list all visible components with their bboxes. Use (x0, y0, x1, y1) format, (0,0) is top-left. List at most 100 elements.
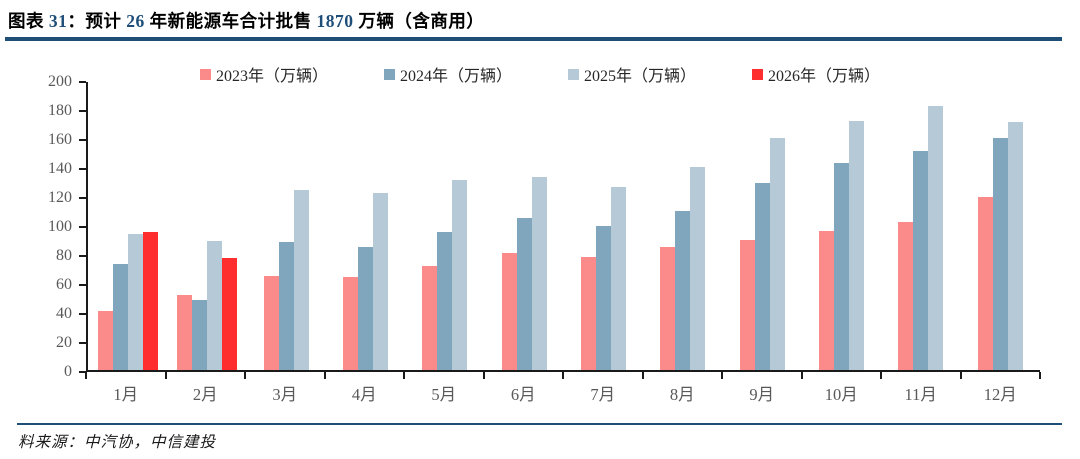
legend-item-2026年: 2026年（万辆） (752, 62, 880, 86)
bar-1月-2023年 (97, 310, 113, 370)
bar-group-8月 (643, 82, 722, 370)
y-axis-tick (79, 81, 86, 83)
bar-1月-2024年 (112, 264, 128, 370)
bar-4月-2025年 (373, 193, 389, 370)
bar-6月-2023年 (501, 252, 517, 370)
legend-swatch-icon (383, 68, 395, 80)
y-axis-tick-label: 100 (48, 218, 72, 235)
bar-8月-2025年 (690, 167, 706, 370)
bar-3月-2025年 (293, 190, 309, 370)
x-axis-tick (482, 372, 485, 379)
bar-group-10月 (802, 82, 881, 370)
bar-4月-2023年 (343, 277, 359, 370)
bar-2月-2024年 (191, 300, 207, 370)
title-segment: 图表 (8, 11, 49, 31)
x-axis-tick (562, 372, 564, 379)
y-axis-tick-label: 160 (48, 131, 72, 148)
y-axis-tick (79, 284, 86, 286)
bar-group-9月 (723, 82, 802, 370)
bar-3月-2023年 (263, 275, 279, 370)
y-axis-tick (79, 226, 86, 228)
x-axis-label-7月: 7月 (590, 385, 616, 404)
bar-6月-2024年 (516, 217, 532, 370)
x-axis-tick (959, 372, 962, 379)
bar-12月-2023年 (977, 197, 993, 370)
x-axis-label-4月: 4月 (351, 385, 377, 404)
x-axis-label-10月: 10月 (824, 385, 858, 404)
x-axis-label-6月: 6月 (510, 385, 536, 404)
y-axis-tick (79, 168, 86, 170)
bar-5月-2023年 (422, 265, 438, 370)
legend-swatch-icon (568, 68, 579, 80)
y-axis-tick (79, 342, 86, 344)
chart-title: 图表 31：预计 26 年新能源车合计批售 1870 万辆（含商用） (8, 8, 484, 33)
y-axis-tick-label: 200 (48, 73, 72, 90)
bar-5月-2025年 (452, 180, 468, 370)
legend-swatch-icon (752, 68, 764, 80)
x-axis-label-5月: 5月 (431, 385, 457, 404)
bar-12月-2024年 (992, 138, 1008, 370)
bar-group-12月 (961, 82, 1040, 370)
bar-7月-2024年 (596, 226, 612, 370)
x-axis-tick (1039, 372, 1041, 379)
x-axis-tick (880, 372, 882, 379)
bar-group-5月 (405, 82, 484, 370)
bar-5月-2024年 (437, 232, 453, 370)
y-axis-tick-label: 60 (56, 276, 72, 293)
y-axis-tick-label: 180 (48, 102, 72, 119)
x-axis-tick (800, 372, 803, 379)
x-axis-tick (721, 372, 723, 379)
bar-1月-2026年 (142, 232, 158, 370)
footer-divider (17, 423, 1062, 425)
title-segment: 万辆（含商用） (353, 11, 485, 31)
bar-9月-2023年 (739, 239, 755, 370)
y-axis-tick (79, 255, 86, 257)
bar-group-4月 (326, 82, 405, 370)
plot-area (86, 82, 1040, 372)
bar-7月-2023年 (581, 256, 597, 370)
bar-11月-2024年 (913, 151, 929, 370)
bar-12月-2025年 (1007, 122, 1023, 370)
x-axis-tick (641, 372, 644, 379)
y-axis-tick-label: 40 (56, 305, 72, 322)
x-axis-tick (323, 372, 326, 379)
title-underline (5, 37, 1062, 41)
chart-legend: 2023年（万辆） 2024年（万辆） 2025年（万辆） 2026年（万辆） (0, 62, 1080, 86)
x-axis-tick (85, 372, 87, 379)
legend-label: 2024年（万辆） (399, 68, 512, 85)
bar-11月-2025年 (928, 106, 944, 370)
x-axis-label-1月: 1月 (113, 385, 139, 404)
y-axis-tick (79, 110, 86, 112)
x-axis-label-3月: 3月 (272, 385, 298, 404)
legend-label: 2026年（万辆） (768, 68, 881, 85)
bar-group-11月 (881, 82, 960, 370)
bar-2月-2026年 (221, 258, 237, 370)
legend-item-2024年: 2024年（万辆） (383, 62, 512, 86)
bar-2月-2023年 (176, 294, 192, 370)
y-axis-tick (79, 197, 86, 199)
x-axis-tick (403, 372, 405, 379)
y-axis-tick (79, 371, 86, 373)
bar-7月-2025年 (611, 187, 627, 370)
bar-group-3月 (247, 82, 326, 370)
x-axis-label-2月: 2月 (192, 385, 218, 404)
x-axis-label-9月: 9月 (749, 385, 775, 404)
legend-item-2023年: 2023年（万辆） (199, 62, 328, 86)
bar-11月-2023年 (898, 222, 914, 370)
y-axis-tick (79, 313, 86, 315)
bar-10月-2024年 (834, 162, 850, 370)
bar-2月-2025年 (206, 240, 222, 370)
title-segment: 31 (48, 11, 68, 31)
bar-group-1月 (88, 82, 167, 370)
source-note: 料来源：中汽协，中信建投 (18, 434, 217, 451)
bar-8月-2024年 (675, 210, 691, 370)
x-axis-tick (164, 372, 167, 379)
bar-group-2月 (167, 82, 246, 370)
bar-8月-2023年 (660, 246, 676, 370)
y-axis-tick-label: 20 (56, 334, 72, 351)
x-axis-label-12月: 12月 (983, 385, 1017, 404)
y-axis-tick-label: 80 (56, 247, 72, 264)
bar-6月-2025年 (531, 177, 547, 370)
bar-10月-2025年 (849, 120, 865, 370)
